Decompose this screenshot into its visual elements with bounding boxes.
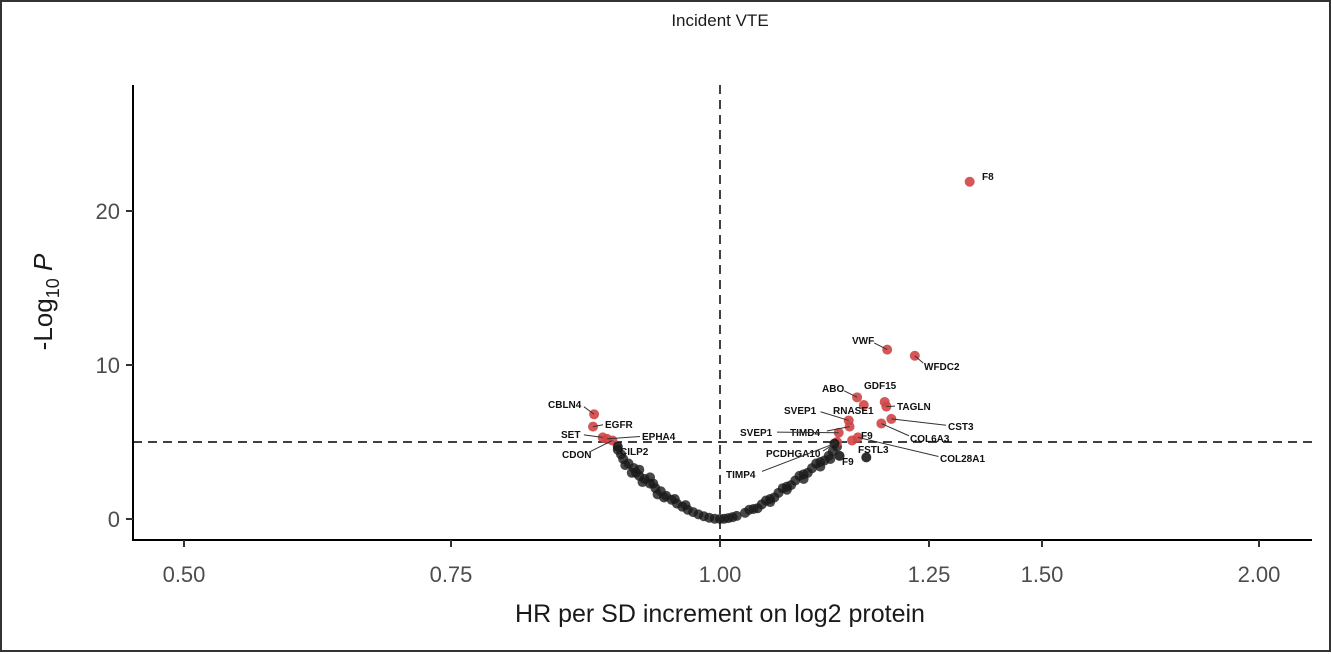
y-tick-label: 10 xyxy=(96,353,120,378)
label-leader-line xyxy=(891,419,946,425)
data-point xyxy=(634,465,644,475)
x-axis-label: HR per SD increment on log2 protein xyxy=(515,600,925,628)
data-point xyxy=(744,505,754,515)
point-label: WFDC2 xyxy=(924,362,960,373)
y-label-italic: P xyxy=(28,253,58,278)
point-label: GDF15 xyxy=(864,381,897,392)
point-label: CILP2 xyxy=(620,447,649,458)
point-label: PCDHGA10 xyxy=(766,449,821,460)
data-point xyxy=(670,494,680,504)
y-tick-label: 20 xyxy=(96,199,120,224)
y-axis-label-text: -Log10 P xyxy=(28,253,63,350)
point-label: TIMD4 xyxy=(790,428,820,439)
point-label: SET xyxy=(561,430,580,441)
point-label: SVEP1 xyxy=(740,428,773,439)
points xyxy=(588,177,975,524)
data-point xyxy=(825,454,835,464)
data-point xyxy=(765,497,775,507)
point-label: SVEP1 xyxy=(784,406,817,417)
point-label: COL6A3 xyxy=(910,434,950,445)
point-label: COL28A1 xyxy=(940,454,985,465)
point-label: EGFR xyxy=(605,420,634,431)
point-label: TAGLN xyxy=(897,402,931,413)
point-label: FSTL3 xyxy=(858,445,889,456)
data-point xyxy=(753,503,763,513)
data-point xyxy=(653,489,663,499)
point-label: F8 xyxy=(982,172,994,183)
chart-title: Incident VTE xyxy=(671,11,768,30)
x-tick-label: 0.50 xyxy=(163,562,206,587)
label-leader-line xyxy=(777,432,839,433)
data-point xyxy=(620,460,630,470)
point-label: TIMP4 xyxy=(726,470,756,481)
data-point xyxy=(799,474,809,484)
data-point xyxy=(645,472,655,482)
y-label-part: -Log xyxy=(28,298,58,350)
point-label: ABO xyxy=(822,384,844,395)
y-label-subscript: 10 xyxy=(43,278,63,298)
x-tick-label: 1.25 xyxy=(908,562,951,587)
y-tick-label: 0 xyxy=(108,507,120,532)
data-point xyxy=(782,485,792,495)
label-leader-line xyxy=(881,424,909,436)
data-point xyxy=(815,462,825,472)
x-tick-label: 1.00 xyxy=(699,562,742,587)
point-label: CDON xyxy=(562,450,591,461)
x-tick-label: 1.50 xyxy=(1021,562,1064,587)
point-label: RNASE1 xyxy=(833,406,874,417)
point-label: VWF xyxy=(852,336,874,347)
point-label: EPHA4 xyxy=(642,432,676,443)
y-axis-label: -Log10 P xyxy=(28,253,63,350)
point-label: CBLN4 xyxy=(548,400,582,411)
x-tick-label: 2.00 xyxy=(1238,562,1281,587)
point-label: F9 xyxy=(842,457,854,468)
data-point-labeled xyxy=(965,177,975,187)
x-tick-label: 0.75 xyxy=(430,562,473,587)
point-label: CST3 xyxy=(948,422,974,433)
data-point xyxy=(681,500,691,510)
